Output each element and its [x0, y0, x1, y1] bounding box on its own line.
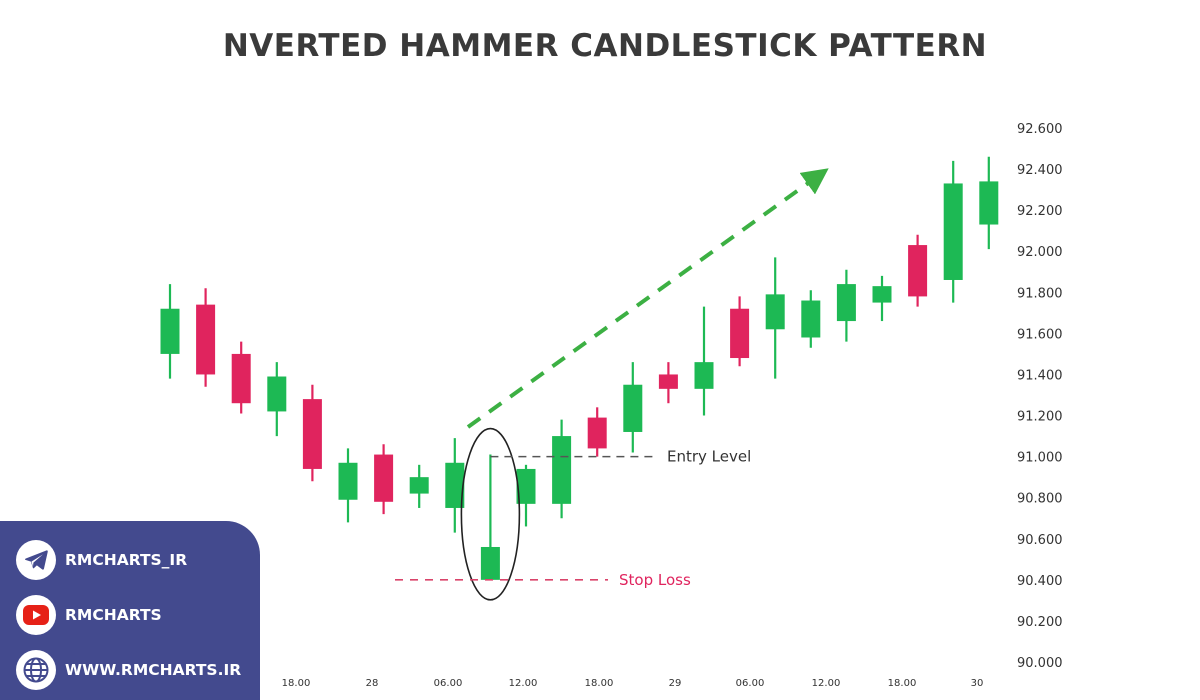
globe-icon — [16, 650, 56, 690]
x-tick-label: 30 — [971, 678, 984, 689]
candle — [516, 464, 536, 527]
candle — [480, 454, 500, 580]
candle — [409, 464, 429, 508]
x-tick-label: 12.00 — [812, 678, 841, 689]
candle — [836, 269, 856, 342]
y-tick-label: 92.400 — [1017, 163, 1063, 178]
candle — [730, 296, 750, 367]
candle-body — [552, 436, 572, 504]
stop-loss-label: Stop Loss — [619, 571, 691, 589]
candle — [231, 341, 251, 414]
y-tick-label: 90.400 — [1017, 574, 1063, 589]
youtube-icon — [16, 595, 56, 635]
y-tick-label: 91.800 — [1017, 286, 1063, 301]
youtube-label: RMCHARTS — [65, 606, 162, 624]
candle-body — [943, 183, 963, 280]
candle-body — [196, 304, 216, 375]
social-panel: RMCHARTS_IR RMCHARTS WWW.RMCHARTS.IR — [0, 521, 260, 700]
x-tick-label: 12.00 — [509, 678, 538, 689]
x-tick-label: 28 — [366, 678, 379, 689]
candle-body — [872, 286, 892, 303]
candle-body — [480, 546, 500, 580]
candle — [374, 444, 394, 515]
entry-level-label: Entry Level — [667, 448, 751, 466]
candle-body — [836, 284, 856, 322]
candle — [160, 284, 180, 379]
highlight-ellipse — [460, 427, 521, 601]
candle — [979, 156, 999, 250]
candle-body — [267, 376, 287, 412]
website-label: WWW.RMCHARTS.IR — [65, 661, 242, 679]
candle — [267, 362, 287, 437]
candle — [943, 160, 963, 303]
candle — [587, 407, 607, 457]
candle — [196, 288, 216, 387]
candle-body — [409, 477, 429, 494]
y-tick-label: 91.400 — [1017, 368, 1063, 383]
x-tick-label: 18.00 — [585, 678, 614, 689]
x-tick-label: 18.00 — [888, 678, 917, 689]
candle-body — [730, 308, 750, 359]
telegram-label: RMCHARTS_IR — [65, 551, 188, 569]
candle-body — [374, 454, 394, 502]
y-tick-label: 91.000 — [1017, 451, 1063, 466]
y-tick-label: 92.600 — [1017, 122, 1063, 137]
y-tick-label: 92.200 — [1017, 204, 1063, 219]
candle — [552, 419, 572, 519]
candle — [623, 362, 643, 453]
candle-body — [338, 462, 358, 500]
telegram-icon — [16, 540, 56, 580]
candle — [302, 384, 322, 482]
y-tick-label: 90.000 — [1017, 656, 1063, 671]
candle-body — [694, 362, 714, 389]
candle-body — [765, 294, 785, 330]
candle — [872, 275, 892, 322]
candle-body — [979, 181, 999, 225]
candle-body — [908, 245, 928, 297]
candle — [658, 362, 678, 404]
candle — [338, 448, 358, 523]
candle-body — [516, 468, 536, 504]
y-tick-label: 92.000 — [1017, 245, 1063, 260]
candle-body — [587, 417, 607, 449]
candle — [908, 234, 928, 307]
candle — [445, 438, 465, 533]
y-tick-label: 91.200 — [1017, 410, 1063, 425]
website-link[interactable]: WWW.RMCHARTS.IR — [16, 650, 241, 690]
trend-arrow — [466, 168, 829, 429]
x-tick-label: 29 — [669, 678, 682, 689]
y-tick-label: 90.200 — [1017, 615, 1063, 630]
candle — [801, 290, 821, 348]
candle-body — [623, 384, 643, 432]
x-tick-label: 06.00 — [434, 678, 463, 689]
candle — [765, 257, 785, 379]
telegram-link[interactable]: RMCHARTS_IR — [16, 540, 187, 580]
x-tick-label: 18.00 — [282, 678, 311, 689]
candle-body — [231, 353, 251, 404]
x-tick-label: 06.00 — [736, 678, 765, 689]
candle-body — [302, 399, 322, 469]
y-tick-label: 91.600 — [1017, 327, 1063, 342]
y-tick-label: 90.600 — [1017, 533, 1063, 548]
chart-title: NVERTED HAMMER CANDLESTICK PATTERN — [222, 28, 988, 64]
candle-body — [160, 308, 180, 354]
youtube-link[interactable]: RMCHARTS — [16, 595, 162, 635]
candle — [694, 306, 714, 416]
candle-body — [801, 300, 821, 338]
candle-body — [658, 374, 678, 389]
y-tick-label: 90.800 — [1017, 492, 1063, 507]
candle-body — [445, 462, 465, 508]
